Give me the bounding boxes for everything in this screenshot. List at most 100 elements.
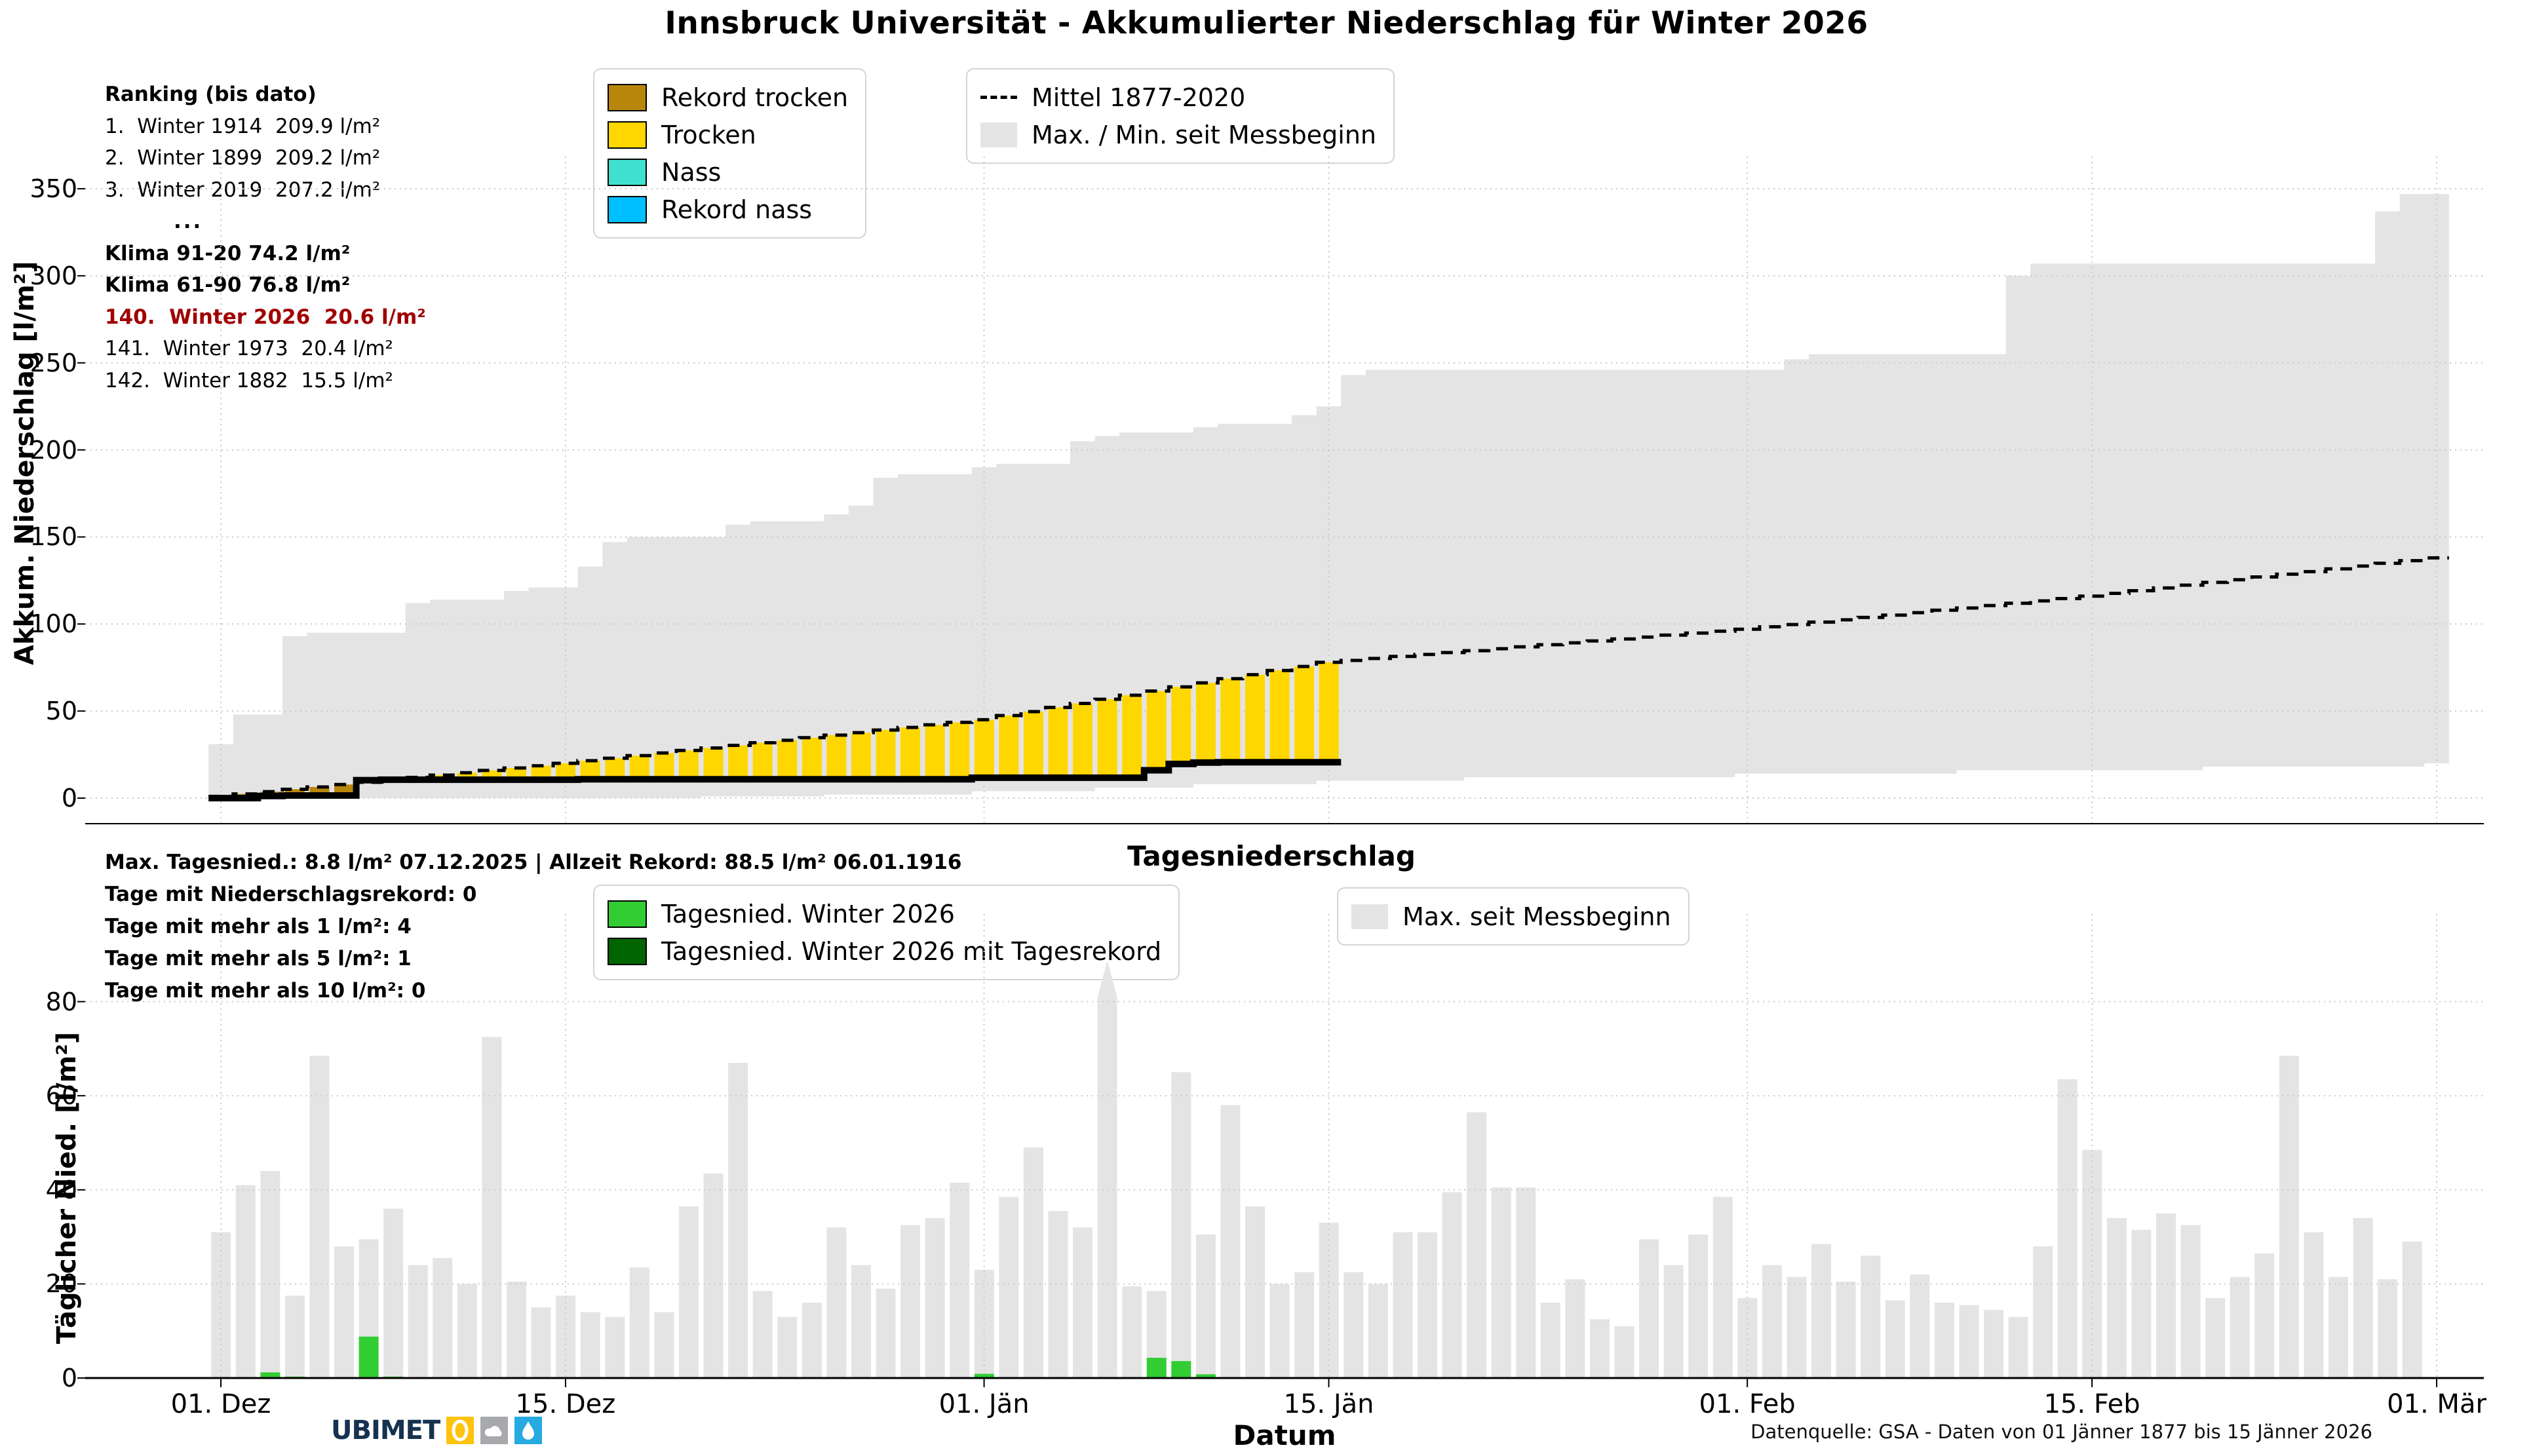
daily-max-bar: [531, 1307, 551, 1378]
daily-max-bar: [802, 1303, 822, 1378]
accumulated-precipitation-chart: [77, 157, 2484, 824]
color-swatch: [608, 121, 647, 149]
daily-max-bar: [1861, 1255, 1881, 1378]
daily-max-bar: [507, 1281, 527, 1378]
y-tick-label: 20: [45, 1269, 77, 1299]
ranking-line: 141. Winter 1973 20.4 l/m²: [105, 337, 393, 360]
color-swatch: [608, 195, 647, 223]
legend-item: Mittel 1877-2020: [980, 79, 1376, 116]
legend-mean-band: Mittel 1877-2020 Max. / Min. seit Messbeg…: [966, 68, 1395, 164]
daily-max-bar: [1984, 1309, 2004, 1378]
y-tick-label: 250: [29, 348, 77, 377]
dry-bar: [654, 753, 674, 780]
page-title: Innsbruck Universität - Akkumulierter Ni…: [665, 5, 1868, 41]
color-swatch: [1351, 904, 1388, 929]
x-axis-label: Datum: [1233, 1419, 1336, 1451]
dry-bar: [925, 725, 945, 780]
dry-bar: [1195, 683, 1216, 763]
daily-max-bar: [556, 1295, 576, 1378]
accumulated-2026-line: [208, 759, 1342, 801]
daily-max-bar: [2279, 1056, 2299, 1378]
daily-max-bar: [2008, 1316, 2028, 1378]
dry-bar: [1146, 691, 1167, 771]
daily-max-bar: [1836, 1281, 1856, 1378]
ranking-line: 140. Winter 2026 20.6 l/m²: [105, 305, 426, 329]
legend-item: Max. / Min. seit Messbeginn: [980, 116, 1376, 153]
daily-max-bar: [900, 1225, 921, 1378]
dry-bar: [999, 716, 1019, 778]
legend-label: Rekord nass: [661, 195, 813, 224]
legend-item: Rekord trocken: [608, 79, 848, 116]
daily-max-bar: [2131, 1229, 2152, 1378]
ranking-panel: Ranking (bis dato) 1. Winter 1914 209.9 l…: [105, 79, 426, 396]
daily-max-bar: [876, 1288, 896, 1378]
daily-max-bar: [728, 1062, 748, 1378]
dry-bar: [1097, 699, 1117, 778]
daily-max-bar: [1393, 1232, 1413, 1378]
legend-item: Max. seit Messbeginn: [1351, 898, 1671, 935]
daily-max-bar: [1787, 1276, 1807, 1378]
daily-max-bar: [2106, 1217, 2127, 1378]
y-tick-label: 0: [61, 1364, 77, 1392]
legend-label: Mittel 1877-2020: [1032, 83, 1246, 112]
daily-max-bar: [605, 1316, 625, 1378]
daily-max-bar: [284, 1295, 305, 1378]
daily-max-bar: [1910, 1274, 1930, 1378]
legend-item: Nass: [608, 153, 848, 191]
cloud-icon: [480, 1417, 509, 1444]
legend-label: Nass: [661, 157, 722, 187]
daily-max-bar: [2304, 1232, 2324, 1378]
dry-bar: [752, 742, 773, 780]
daily-max-bar: [777, 1316, 798, 1378]
daily-max-bar: [1368, 1284, 1388, 1378]
daily-max-bar: [851, 1265, 871, 1378]
daily-max-bar: [826, 1227, 847, 1378]
daily-max-bar: [1712, 1197, 1733, 1378]
daily-max-bar: [383, 1208, 404, 1378]
minmax-band: [208, 194, 2449, 798]
daily-max-bar: [260, 1171, 280, 1378]
daily-max-bar: [629, 1267, 649, 1378]
daily-max-bar: [1737, 1297, 1758, 1378]
dry-bar: [876, 730, 896, 780]
color-swatch: [608, 83, 647, 111]
y-tick-label: 200: [29, 435, 77, 465]
daily-max-bar: [408, 1265, 428, 1378]
legend-label: Max. / Min. seit Messbeginn: [1032, 120, 1377, 149]
dry-bar: [777, 740, 798, 780]
stat-line: Tage mit Niederschlagsrekord: 0: [105, 883, 477, 906]
dry-bar: [802, 737, 822, 780]
daily-max-bar: [309, 1056, 330, 1378]
daily-max-bar: [1589, 1319, 1610, 1378]
legend-label: Tagesnied. Winter 2026: [661, 899, 955, 929]
daily-precipitation-chart: [77, 914, 2484, 1387]
x-tick-label: 01. Mär: [2387, 1389, 2486, 1419]
daily-max-bar: [457, 1284, 477, 1378]
legend-item: Tagesnied. Winter 2026: [608, 895, 1161, 932]
dry-bar: [1171, 687, 1191, 764]
legend-label: Trocken: [661, 120, 756, 149]
ranking-line: 2. Winter 1899 209.2 l/m²: [105, 146, 381, 170]
daily-max-bar: [482, 1037, 502, 1378]
legend-item: Tagesnied. Winter 2026 mit Tagesrekord: [608, 932, 1161, 970]
daily-max-bar: [2057, 1079, 2078, 1378]
daily-max-bar: [2180, 1225, 2201, 1378]
daily-max-bar: [2156, 1213, 2176, 1378]
daily-max-bar: [1959, 1305, 1979, 1378]
dashed-line-swatch: [980, 96, 1017, 99]
ranking-line: Klima 91-20 74.2 l/m²: [105, 241, 351, 265]
legend-accumulated: Rekord trocken Trocken Nass Rekord nass: [593, 68, 867, 239]
daily-max-bar: [1540, 1303, 1560, 1378]
ranking-line: Ranking (bis dato): [105, 83, 317, 106]
x-tick-label: 15. Dez: [515, 1389, 616, 1419]
daily-2026-bar: [974, 1373, 994, 1378]
daily-max-bar: [211, 1232, 231, 1378]
y-tick-label: 350: [29, 174, 77, 204]
daily-max-bar: [654, 1312, 674, 1378]
dry-bar: [1269, 670, 1290, 763]
daily-max-bar: [1245, 1206, 1266, 1378]
x-tick-label: 01. Dez: [170, 1389, 271, 1419]
daily-max-bar: [1073, 1227, 1093, 1378]
daily-max-bar: [1762, 1265, 1782, 1378]
